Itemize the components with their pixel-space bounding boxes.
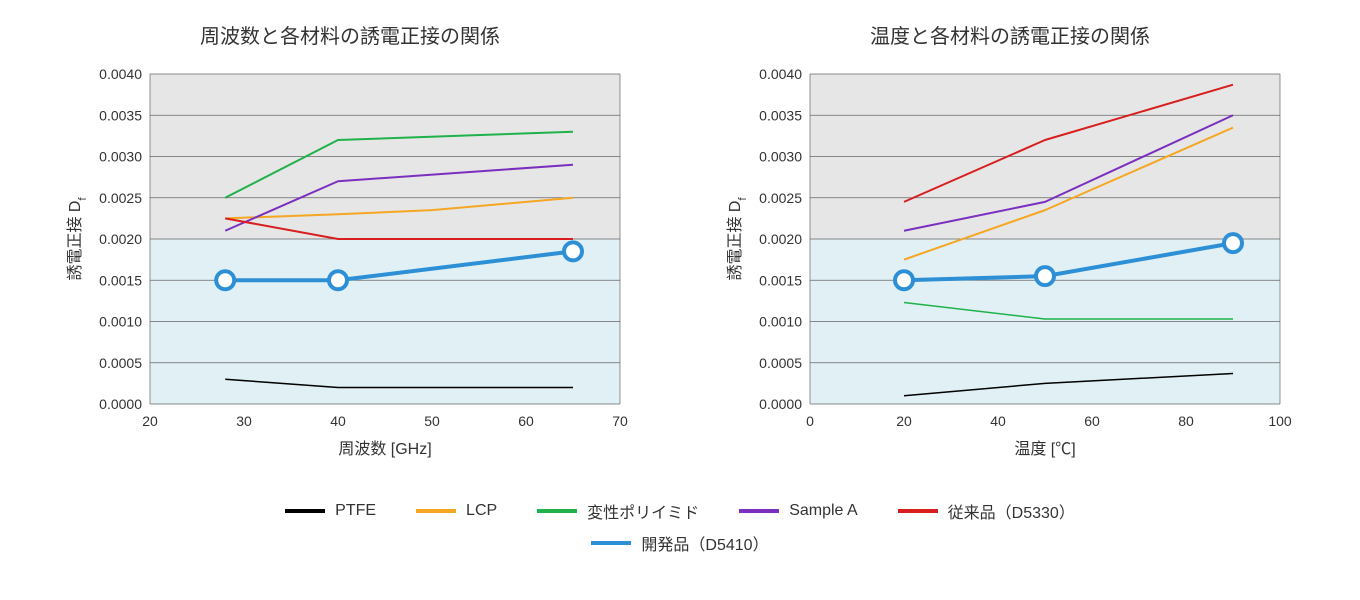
legend-label: 変性ポリイミド	[587, 499, 699, 523]
legend-item: Sample A	[739, 499, 857, 523]
svg-text:0.0035: 0.0035	[99, 107, 142, 123]
svg-text:0.0010: 0.0010	[759, 314, 802, 330]
svg-text:20: 20	[142, 413, 158, 429]
svg-text:40: 40	[330, 413, 346, 429]
chart-frequency: 周波数と各材料の誘電正接の関係 0.0000 0.0005 0.0010 0.0015…	[50, 20, 650, 479]
legend-swatch	[739, 509, 779, 513]
legend-swatch	[898, 509, 938, 513]
svg-text:誘電正接 Df: 誘電正接 Df	[66, 197, 89, 281]
legend-swatch	[537, 509, 577, 513]
legend-label: PTFE	[335, 502, 376, 520]
svg-text:0.0020: 0.0020	[759, 231, 802, 247]
legend-swatch	[416, 509, 456, 513]
svg-text:0.0015: 0.0015	[759, 272, 802, 288]
svg-text:0.0005: 0.0005	[99, 355, 142, 371]
svg-text:0.0000: 0.0000	[759, 396, 802, 412]
legend-swatch	[591, 541, 631, 545]
legend-swatch	[285, 509, 325, 513]
legend-item: 従来品（D5330）	[898, 499, 1075, 523]
svg-text:0.0020: 0.0020	[99, 231, 142, 247]
legend-label: 開発品（D5410）	[641, 531, 768, 555]
chart-temperature: 温度と各材料の誘電正接の関係 0.00000.00050.00100.00150…	[710, 20, 1310, 479]
svg-text:70: 70	[612, 413, 628, 429]
svg-text:0.0010: 0.0010	[99, 314, 142, 330]
svg-text:0.0030: 0.0030	[99, 149, 142, 165]
chart-title: 温度と各材料の誘電正接の関係	[710, 20, 1310, 49]
legend-item: LCP	[416, 499, 497, 523]
svg-text:0.0015: 0.0015	[99, 272, 142, 288]
svg-text:0.0030: 0.0030	[759, 149, 802, 165]
svg-text:温度 [℃]: 温度 [℃]	[1014, 440, 1075, 458]
svg-text:0.0025: 0.0025	[759, 190, 802, 206]
legend-label: 従来品（D5330）	[948, 499, 1075, 523]
legend-label: Sample A	[789, 502, 857, 520]
svg-text:40: 40	[990, 413, 1006, 429]
svg-text:0.0040: 0.0040	[759, 66, 802, 82]
legend-item: 開発品（D5410）	[591, 531, 768, 555]
legend-item: PTFE	[285, 499, 376, 523]
svg-text:0.0025: 0.0025	[99, 190, 142, 206]
chart-title: 周波数と各材料の誘電正接の関係	[50, 20, 650, 49]
charts-row: 周波数と各材料の誘電正接の関係 0.0000 0.0005 0.0010 0.0015…	[40, 20, 1320, 479]
svg-text:0.0005: 0.0005	[759, 355, 802, 371]
legend-label: LCP	[466, 502, 497, 520]
legend-item: 変性ポリイミド	[537, 499, 699, 523]
svg-text:0.0035: 0.0035	[759, 107, 802, 123]
svg-text:0.0000: 0.0000	[99, 396, 142, 412]
svg-text:60: 60	[518, 413, 534, 429]
svg-text:60: 60	[1084, 413, 1100, 429]
svg-text:20: 20	[896, 413, 912, 429]
svg-text:周波数 [GHz]: 周波数 [GHz]	[338, 440, 431, 458]
svg-text:誘電正接 Df: 誘電正接 Df	[726, 197, 749, 281]
svg-text:0.0040: 0.0040	[99, 66, 142, 82]
svg-text:50: 50	[424, 413, 440, 429]
chart-svg-temperature: 0.0000 0.0005 0.0010 0.0015 0.0020 0.0025 0.00…	[710, 59, 1310, 479]
chart-svg-frequency: 0.0000 0.0005 0.0010 0.0015 0.0020 0.0025 0.00…	[50, 59, 650, 479]
svg-text:30: 30	[236, 413, 252, 429]
svg-text:100: 100	[1268, 413, 1292, 429]
svg-text:80: 80	[1178, 413, 1194, 429]
legend: PTFE LCP 変性ポリイミド Sample A 従来品（D5330） 開発品（D541…	[230, 499, 1130, 555]
svg-text:0: 0	[806, 413, 814, 429]
